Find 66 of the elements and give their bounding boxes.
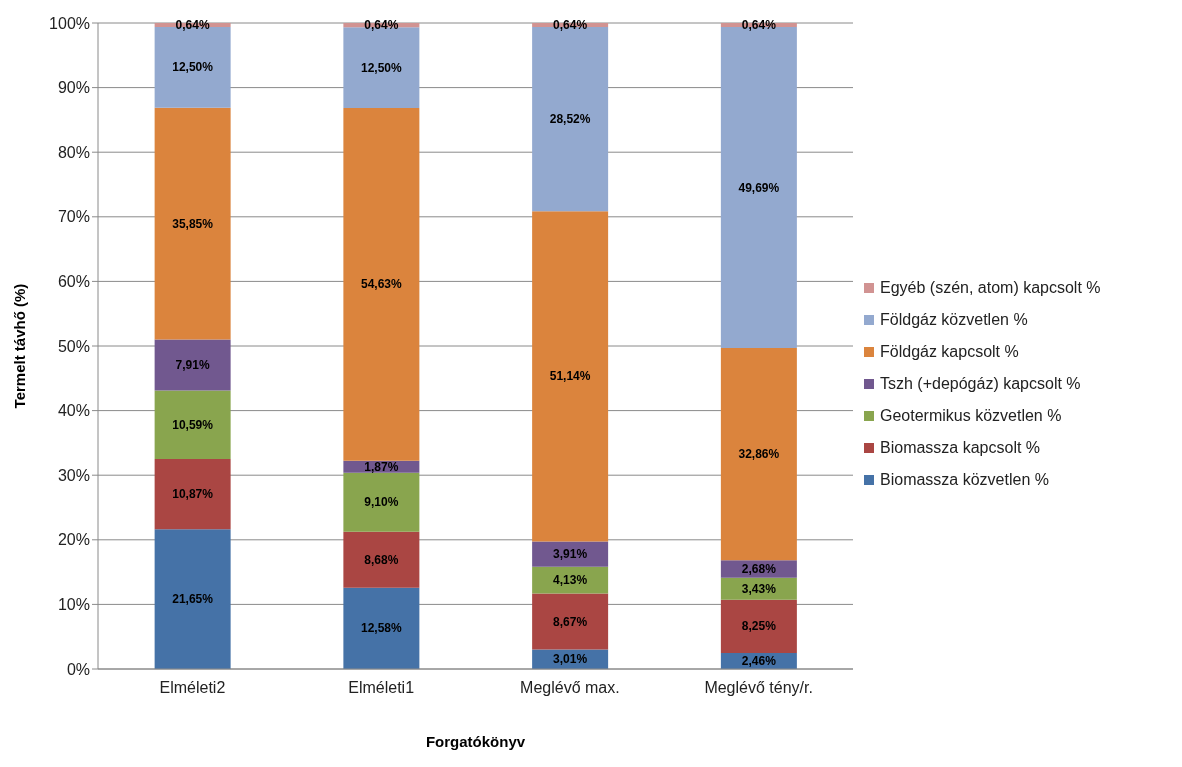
- legend-label: Biomassza közvetlen %: [880, 470, 1049, 489]
- bar: [154, 529, 231, 669]
- data-label: 21,65%: [172, 592, 214, 607]
- data-label: 0,64%: [175, 18, 210, 33]
- bar: [343, 472, 420, 532]
- y-axis-title: Termelt távhő (%): [11, 283, 29, 409]
- y-tick-label: 80%: [57, 143, 90, 161]
- data-label: 3,01%: [553, 652, 588, 667]
- bar: [720, 348, 797, 561]
- legend-label: Tszh (+depógáz) kapcsolt %: [880, 374, 1081, 393]
- data-label: 8,68%: [364, 552, 399, 567]
- y-tick-label: 60%: [57, 273, 90, 291]
- bar: [154, 458, 231, 530]
- data-label: 12,58%: [361, 621, 403, 636]
- bar: [532, 211, 609, 542]
- data-label: 12,50%: [172, 60, 214, 75]
- data-label: 54,63%: [361, 277, 403, 292]
- y-tick-label: 90%: [57, 79, 90, 97]
- data-label: 8,25%: [741, 619, 777, 634]
- data-label: 49,69%: [738, 180, 780, 195]
- legend-label: Geotermikus közvetlen %: [880, 406, 1062, 425]
- y-tick-label: 40%: [57, 402, 90, 420]
- legend-label: Földgáz közvetlen %: [880, 310, 1028, 329]
- y-tick-label: 10%: [57, 596, 90, 614]
- y-tick-label: 0%: [66, 660, 90, 678]
- data-label: 2,46%: [741, 654, 777, 669]
- bar: [154, 390, 231, 459]
- data-label: 9,10%: [364, 495, 399, 510]
- data-label: 51,14%: [549, 369, 591, 384]
- legend-label: Egyéb (szén, atom) kapcsolt %: [880, 278, 1101, 297]
- y-tick-label: 70%: [57, 208, 90, 226]
- bar: [154, 107, 231, 340]
- bar: [532, 566, 609, 594]
- data-label: 28,52%: [549, 112, 591, 127]
- x-tick-label: Meglévő tény/r.: [704, 679, 813, 696]
- y-tick-label: 100%: [49, 14, 90, 32]
- data-label: 0,64%: [364, 18, 399, 33]
- bar: [532, 593, 609, 650]
- data-label: 3,91%: [553, 547, 588, 562]
- legend-label: Földgáz kapcsolt %: [880, 342, 1019, 361]
- bar: [720, 599, 797, 654]
- data-label: 8,67%: [553, 614, 588, 629]
- data-label: 1,87%: [364, 459, 399, 474]
- data-label: 32,86%: [738, 447, 780, 462]
- bar: [343, 531, 420, 588]
- y-tick-label: 20%: [57, 531, 90, 549]
- data-label: 0,64%: [741, 18, 777, 33]
- data-label: 0,64%: [553, 18, 588, 32]
- x-axis-title: Forgatókönyv: [425, 733, 526, 750]
- data-label: 7,91%: [175, 357, 210, 372]
- y-tick-label: 50%: [57, 337, 90, 355]
- bar: [343, 107, 420, 461]
- data-label: 4,13%: [553, 573, 588, 588]
- data-label: 12,50%: [361, 60, 403, 75]
- data-label: 10,59%: [172, 417, 214, 432]
- bar: [154, 339, 231, 391]
- legend-label: Biomassza kapcsolt %: [880, 438, 1041, 457]
- data-label: 2,68%: [741, 562, 777, 576]
- x-tick-label: Elméleti2: [159, 679, 226, 696]
- x-tick-label: Elméleti1: [348, 679, 415, 696]
- y-tick-label: 30%: [57, 466, 90, 484]
- data-label: 10,87%: [172, 487, 214, 502]
- data-label: 35,85%: [172, 216, 214, 231]
- x-tick-label: Meglévő max.: [520, 679, 620, 696]
- bar: [343, 587, 420, 669]
- data-label: 3,43%: [741, 581, 777, 596]
